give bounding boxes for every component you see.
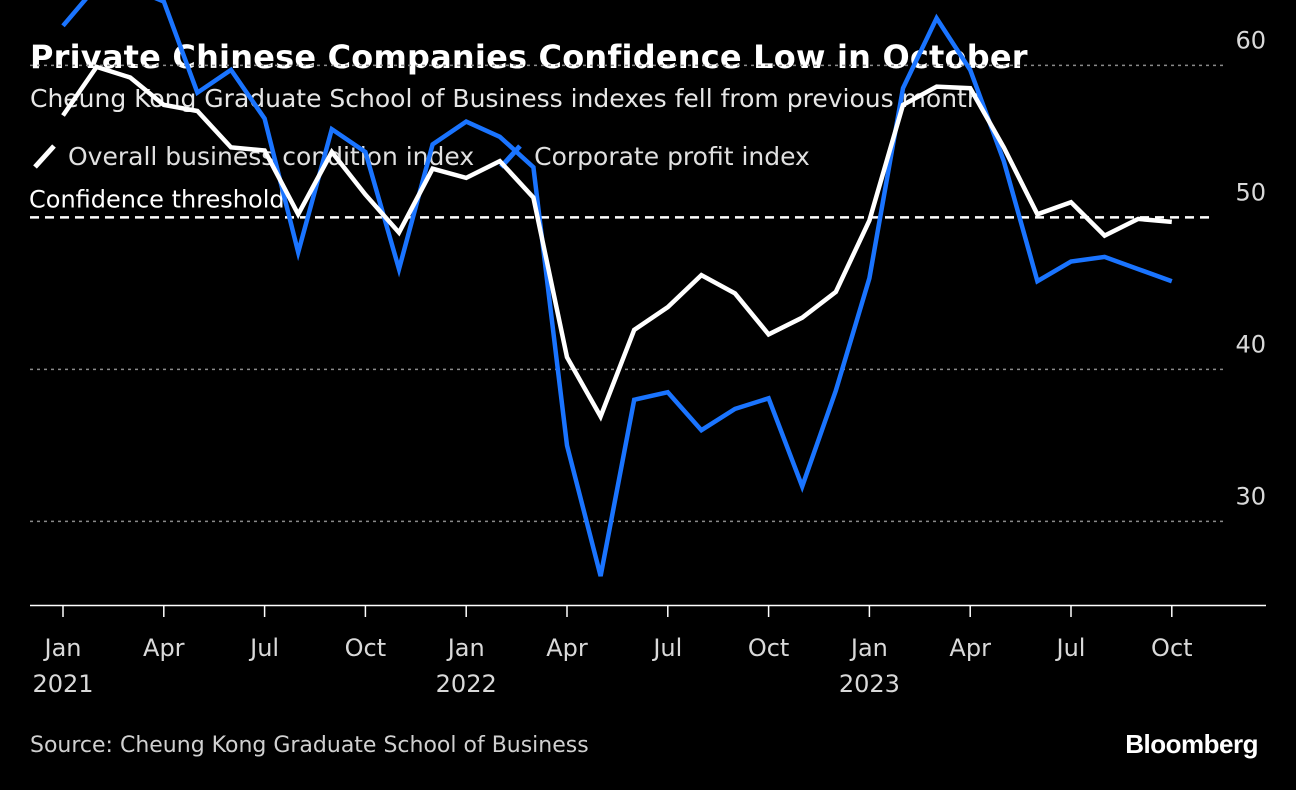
- series-line-profit: [61, 0, 1173, 577]
- source-note: Source: Cheung Kong Graduate School of B…: [30, 733, 589, 758]
- x-tick-year-2023: 2023: [839, 670, 900, 698]
- y-tick-label-60: 60: [1235, 26, 1266, 54]
- series-layer: [61, 0, 1173, 577]
- x-tick-label-24: Jan: [849, 634, 888, 662]
- y-tick-label-30: 30: [1235, 482, 1266, 510]
- x-tick-label-27: Apr: [949, 634, 991, 662]
- x-tick-year-2022: 2022: [436, 670, 497, 698]
- chart-title: Private Chinese Companies Confidence Low…: [30, 38, 1028, 76]
- x-tick-label-30: Jul: [1055, 634, 1086, 662]
- bloomberg-logo: Bloomberg: [1125, 729, 1258, 759]
- x-tick-year-2021: 2021: [32, 670, 93, 698]
- legend-profit-label: Corporate profit index: [534, 141, 810, 171]
- x-tick-label-21: Oct: [748, 634, 790, 662]
- axis-layer: 30 40 50 60 Jan 2021 Apr Jul Oct Jan 2022 Apr Jul Oct…: [30, 26, 1266, 698]
- x-tick-label-6: Jul: [248, 634, 279, 662]
- threshold-label: Confidence threshold: [29, 185, 285, 213]
- y-tick-label-50: 50: [1235, 178, 1266, 206]
- x-tick-label-3: Apr: [143, 634, 185, 662]
- grid-layer: [30, 64, 1224, 523]
- threshold-layer: Confidence threshold: [29, 185, 1210, 219]
- y-tick-label-40: 40: [1235, 330, 1266, 358]
- legend-overall-swatch-icon: [33, 144, 56, 169]
- x-tick-label-0: Jan: [43, 634, 82, 662]
- x-tick-label-33: Oct: [1151, 634, 1193, 662]
- x-tick-label-18: Jul: [651, 634, 682, 662]
- x-tick-label-12: Jan: [446, 634, 485, 662]
- x-tick-label-9: Oct: [345, 634, 387, 662]
- x-tick-label-15: Apr: [546, 634, 588, 662]
- series-line-overall: [61, 64, 1173, 422]
